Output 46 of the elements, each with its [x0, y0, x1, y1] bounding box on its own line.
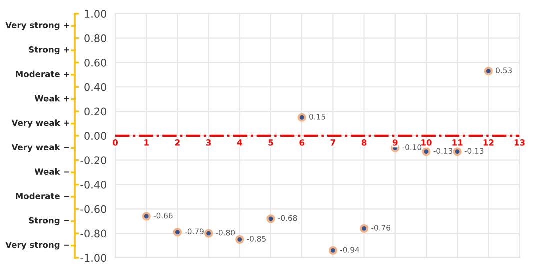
point: [204, 229, 214, 238]
x-tick-label: 2: [175, 140, 180, 146]
x-tick-label: 3: [206, 140, 212, 146]
text: Weak +: [34, 95, 70, 102]
x-tick-label: 12: [484, 140, 494, 146]
x-tick-label: 6: [300, 140, 305, 146]
text: Weak −: [34, 168, 70, 175]
x-tick-label: 13: [514, 140, 525, 146]
y-tick-label: -0.60: [80, 205, 106, 214]
x-tick-label: 1: [144, 140, 149, 146]
x-tick-label: 0: [113, 140, 118, 146]
x-tick-label: 10: [422, 140, 432, 146]
y-tick-label: 0.00: [84, 132, 106, 140]
y-tick-label: 1.00: [85, 10, 106, 18]
point: [173, 228, 182, 237]
text: Very strong +: [6, 22, 70, 30]
point: [266, 214, 276, 224]
point: [142, 212, 151, 221]
text: Very weak +: [12, 120, 70, 128]
x-tick-label: 7: [330, 140, 336, 146]
y-tick-label: 0.80: [84, 34, 106, 42]
point: [484, 66, 493, 76]
y-tick-label: -0.20: [80, 156, 106, 164]
x-tick-label: 5: [268, 140, 274, 146]
y-tick-label: -0.40: [80, 180, 106, 189]
x-tick-label: 11: [452, 140, 463, 146]
y-tick-label: 0.60: [84, 58, 106, 67]
point: [298, 113, 306, 122]
text: Strong +: [29, 46, 70, 55]
text: Moderate +: [16, 70, 70, 78]
y-tick-label: 0.20: [84, 108, 106, 116]
text: Moderate −: [16, 192, 70, 200]
point: [236, 235, 244, 244]
y-tick-label: -0.80: [80, 230, 106, 238]
text: Very weak −: [12, 144, 70, 152]
x-tick-label: 9: [392, 140, 398, 146]
x-tick-label: 4: [237, 140, 242, 146]
x-tick-label: 8: [362, 140, 367, 146]
text: Very strong −: [6, 242, 70, 250]
point: [422, 148, 431, 156]
y-tick-label: 0.40: [84, 83, 106, 92]
point: [453, 148, 462, 156]
y-tick-label: -1.00: [80, 254, 106, 262]
point: [360, 224, 369, 233]
text: Strong −: [29, 217, 70, 226]
point: [328, 246, 338, 255]
